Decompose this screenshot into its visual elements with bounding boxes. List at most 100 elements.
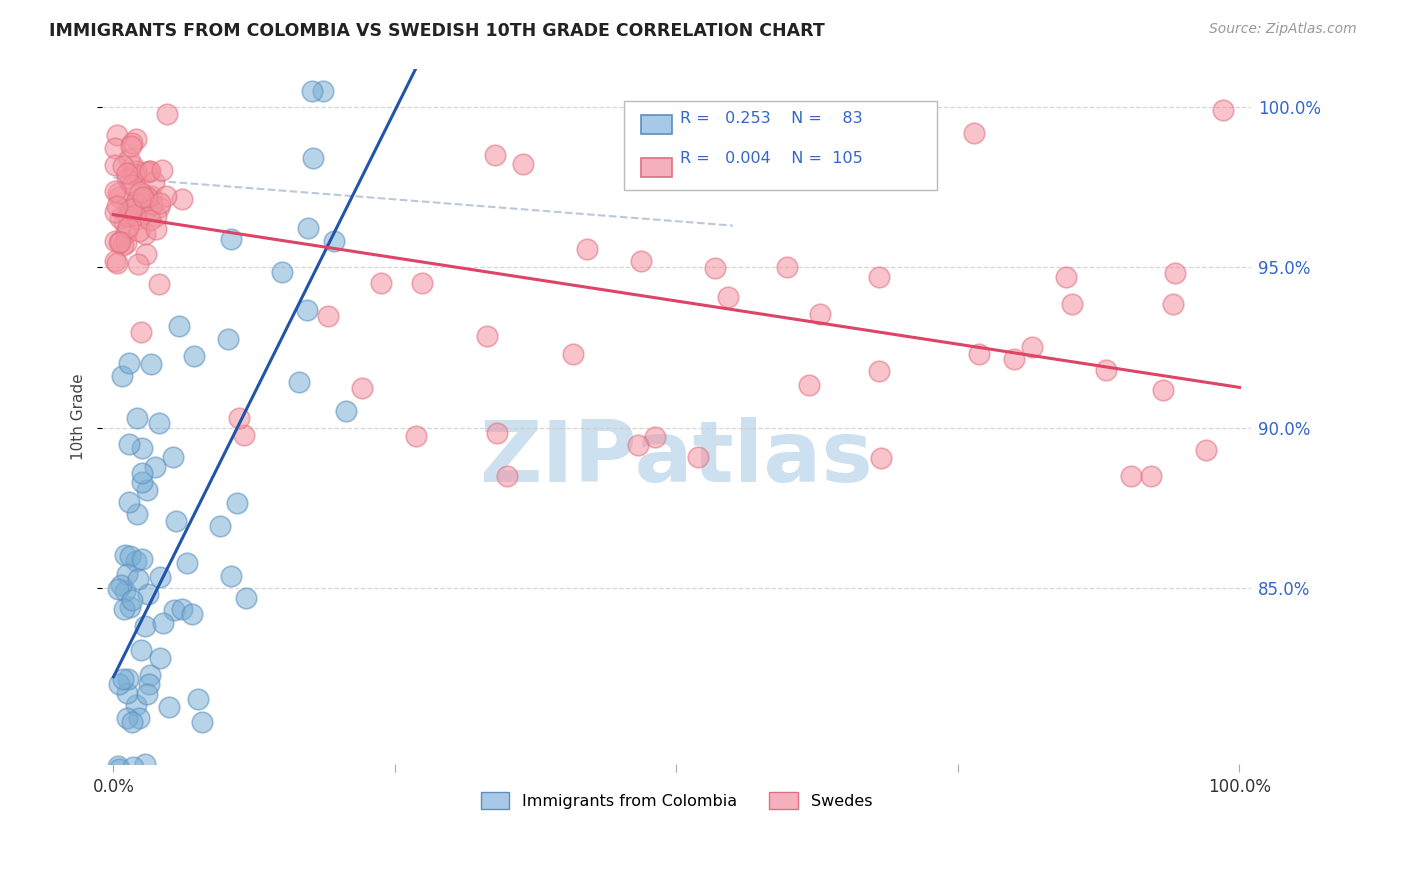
Point xyxy=(104,204,127,219)
Point xyxy=(104,141,127,155)
Point xyxy=(115,566,138,581)
Text: ZIPatlas: ZIPatlas xyxy=(479,417,873,500)
Point xyxy=(322,234,344,248)
Point xyxy=(312,84,335,98)
Point xyxy=(105,199,128,213)
Point xyxy=(797,378,820,392)
Point xyxy=(1212,103,1234,118)
Point xyxy=(104,234,127,248)
Point xyxy=(127,572,149,586)
Point xyxy=(287,376,309,390)
Point xyxy=(108,211,131,226)
Point xyxy=(148,200,170,214)
Point xyxy=(145,222,167,236)
Point xyxy=(1021,340,1043,354)
Point xyxy=(352,381,374,395)
Point xyxy=(172,192,194,206)
Point xyxy=(121,178,143,192)
Point xyxy=(235,591,257,606)
Point xyxy=(149,196,172,211)
Point xyxy=(124,208,146,222)
Point xyxy=(1062,297,1084,311)
Point xyxy=(176,556,198,570)
Point xyxy=(1161,297,1184,311)
Point xyxy=(117,203,139,218)
Point xyxy=(122,773,145,788)
Point xyxy=(163,603,186,617)
Point xyxy=(118,495,141,509)
Point xyxy=(108,676,131,690)
Point xyxy=(139,164,162,178)
Point xyxy=(187,692,209,706)
Point xyxy=(485,425,508,440)
Point xyxy=(120,139,142,153)
Point xyxy=(108,235,131,249)
Point xyxy=(125,554,148,568)
Point xyxy=(208,519,231,533)
Point xyxy=(136,773,159,788)
Point xyxy=(118,771,141,785)
Point xyxy=(967,347,990,361)
Point xyxy=(104,254,127,268)
Point xyxy=(411,276,433,290)
Point xyxy=(134,202,156,216)
Point xyxy=(110,577,132,591)
Point xyxy=(152,616,174,631)
Point xyxy=(149,651,172,665)
Point xyxy=(162,450,184,465)
Point xyxy=(808,307,831,321)
Point xyxy=(139,357,162,371)
Point xyxy=(1095,363,1118,377)
Point xyxy=(295,302,318,317)
Point xyxy=(148,417,170,431)
Point xyxy=(125,411,148,425)
Point xyxy=(225,496,247,510)
Point xyxy=(105,128,128,142)
Point xyxy=(115,235,138,250)
Point xyxy=(716,290,738,304)
Point xyxy=(870,450,893,465)
Point xyxy=(112,773,135,788)
Point xyxy=(132,190,155,204)
Point xyxy=(167,318,190,333)
Point xyxy=(135,190,157,204)
Point xyxy=(302,151,325,165)
Point xyxy=(155,189,177,203)
Point xyxy=(125,163,148,178)
Point xyxy=(128,224,150,238)
Point xyxy=(136,165,159,179)
Point xyxy=(121,136,143,151)
Point xyxy=(165,514,187,528)
Point xyxy=(868,364,890,378)
Point xyxy=(125,132,148,146)
Point xyxy=(495,468,517,483)
Point xyxy=(121,773,143,788)
Point xyxy=(131,475,153,489)
Point xyxy=(138,164,160,178)
Point xyxy=(134,756,156,771)
Point xyxy=(149,570,172,584)
Point xyxy=(112,159,135,173)
Point xyxy=(138,587,160,601)
Point xyxy=(138,677,160,691)
Point xyxy=(155,107,177,121)
Point xyxy=(318,309,340,323)
Point xyxy=(688,450,710,464)
Point xyxy=(136,687,159,701)
Point xyxy=(124,773,146,788)
Point xyxy=(117,686,139,700)
Point xyxy=(219,232,242,246)
Point xyxy=(112,773,135,788)
Point xyxy=(115,170,138,185)
Point xyxy=(114,548,136,562)
Point xyxy=(118,152,141,166)
Point xyxy=(132,197,155,211)
Point xyxy=(868,270,890,285)
Point xyxy=(108,190,131,204)
Point xyxy=(180,607,202,622)
Point xyxy=(148,773,170,788)
Point xyxy=(107,582,129,596)
Point xyxy=(121,159,143,173)
Point xyxy=(128,773,150,788)
Text: R =   0.004    N =  105: R = 0.004 N = 105 xyxy=(681,151,863,166)
